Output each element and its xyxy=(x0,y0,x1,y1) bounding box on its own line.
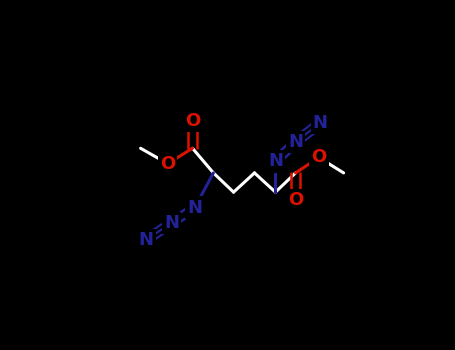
Text: N: N xyxy=(268,152,283,170)
Text: O: O xyxy=(288,191,303,209)
Text: O: O xyxy=(311,148,326,167)
Text: N: N xyxy=(164,214,179,232)
Text: N: N xyxy=(288,133,303,151)
Text: N: N xyxy=(138,231,153,249)
Text: N: N xyxy=(187,198,202,217)
Text: O: O xyxy=(160,155,175,173)
Text: O: O xyxy=(185,112,200,130)
Text: N: N xyxy=(313,114,328,132)
